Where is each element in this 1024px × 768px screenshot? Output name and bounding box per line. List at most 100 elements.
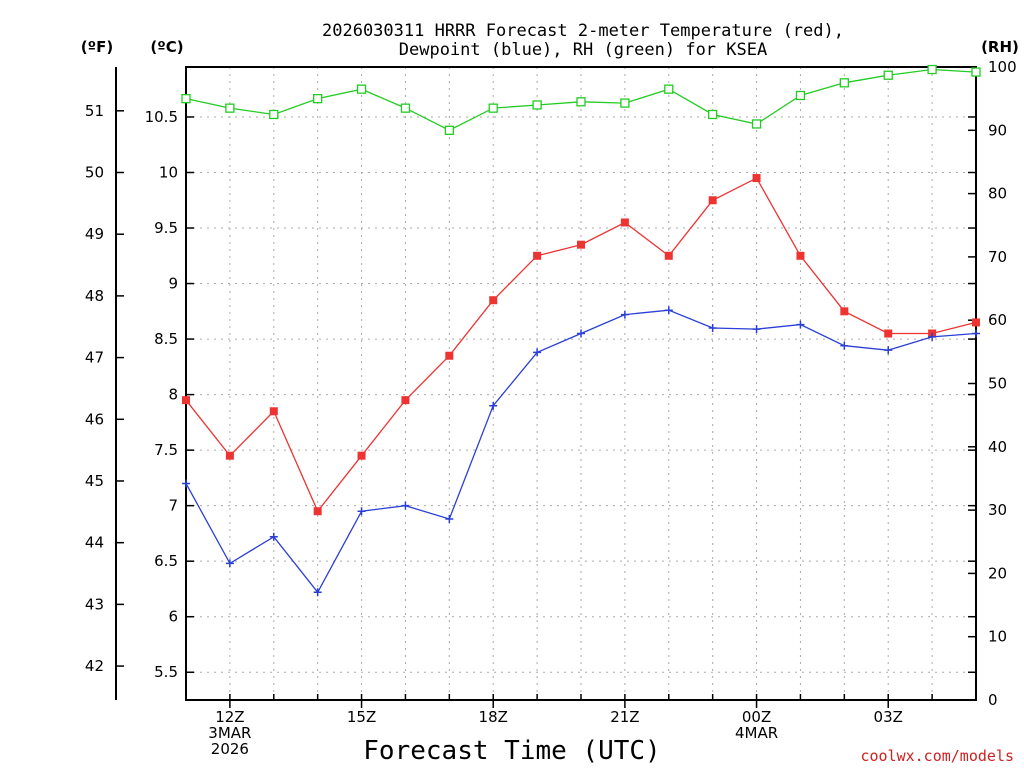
axes [115,66,977,708]
fahrenheit-tick-label: 50 [85,164,104,182]
temperature-point [225,451,234,460]
rh-tick-label: 90 [988,121,1007,139]
rh-point [444,125,454,135]
dewpoint-point [752,325,761,334]
rh-point [971,67,981,77]
dewpoint-point [401,501,410,510]
celsius-tick-label: 8.5 [154,330,178,348]
x-axis-title: Forecast Time (UTC) [363,736,660,766]
rh-point [795,90,806,101]
series-layer [181,64,981,597]
dewpoint-point [577,329,585,338]
fahrenheit-tick-label: 47 [85,349,104,367]
rh-point [532,100,542,110]
celsius-tick-label: 6.5 [154,552,178,570]
rh-tick-label: 0 [988,691,998,709]
dewpoint-point [620,310,629,319]
credit-text: coolwx.com/models [860,747,1014,765]
fahrenheit-unit-label: (ºF) [81,38,113,56]
rh-point [839,78,849,88]
rh-tick-label: 100 [988,58,1017,76]
rh-point [664,84,674,94]
chart-title-line-1: 2026030311 HRRR Forecast 2-meter Tempera… [322,21,844,41]
celsius-tick-label: 7 [168,497,178,515]
rh-point [883,70,893,80]
dewpoint-point [313,588,322,597]
dewpoint-point [840,341,849,350]
celsius-tick-label: 9.5 [154,219,178,237]
dewpoint-point [357,507,366,516]
temperature-point [796,251,805,260]
celsius-tick-label: 8 [168,386,178,404]
fahrenheit-tick-label: 46 [85,410,104,428]
rh-tick-label: 10 [988,628,1007,646]
dewpoint-line [185,309,977,594]
temperature-point [445,351,454,360]
temperature-point [269,407,278,416]
tick-labels: 5.5 6 6.5 7 7.5 8 8.5 9 9.5 10 10.5 42 43 44 45 46 47 48 4… [85,58,1017,758]
x-tick-label: 2026 [211,740,249,758]
chart-title-line-2: Dewpoint (blue), RH (green) for KSEA [399,40,767,60]
dewpoint-point [708,323,717,332]
fahrenheit-tick-label: 44 [85,534,104,552]
temperature-point [577,240,585,249]
temperature-point [972,318,980,327]
rh-point [488,103,498,113]
dewpoint-point [269,532,278,541]
celsius-tick-label: 10 [159,164,178,182]
celsius-unit-label: (ºC) [150,38,183,56]
celsius-tick-label: 7.5 [154,441,178,459]
fahrenheit-tick-label: 49 [85,225,104,243]
temperature-point [708,196,717,205]
dewpoint-point [489,401,498,410]
rh-point [269,109,279,120]
dewpoint-point [664,306,673,315]
temperature-point [840,307,849,316]
celsius-tick-label: 10.5 [145,108,178,126]
dewpoint-point [533,348,542,357]
temperature-point [182,396,190,405]
rh-tick-label: 40 [988,438,1007,456]
x-tick-label: 3MAR [208,724,251,742]
rh-unit-label: (RH) [981,38,1019,56]
rh-point [313,94,323,104]
fahrenheit-tick-label: 51 [85,102,104,120]
grid-lines [186,67,976,700]
rh-tick-label: 50 [988,375,1007,393]
temperature-point [664,251,673,260]
dewpoint-point [928,332,937,341]
fahrenheit-tick-label: 48 [85,287,104,305]
x-tick-label: 15Z [347,708,376,726]
x-tick-label: 00Z [742,708,771,726]
temperature-point [533,251,542,260]
rh-tick-label: 30 [988,501,1007,519]
rh-point [356,84,367,94]
dewpoint-point [225,559,234,568]
rh-tick-label: 80 [988,185,1007,203]
temperature-point [401,396,410,405]
temperature-point [620,218,629,227]
celsius-tick-label: 6 [168,608,178,626]
fahrenheit-tick-label: 42 [85,657,104,675]
dewpoint-point [796,320,805,329]
x-tick-label: 21Z [610,708,639,726]
rh-point [751,119,762,129]
temperature-point [884,329,893,338]
dewpoint-point [445,514,454,523]
x-tick-label: 03Z [874,708,903,726]
x-tick-label: 18Z [479,708,508,726]
rh-point [708,109,718,120]
rh-tick-label: 20 [988,564,1007,582]
rh-tick-label: 70 [988,248,1007,266]
celsius-tick-label: 5.5 [154,663,178,681]
rh-point [927,64,937,75]
rh-point [576,97,586,107]
rh-point [225,103,235,113]
dewpoint-point [182,479,190,488]
temperature-point [489,296,498,305]
x-tick-label: 4MAR [735,724,778,742]
rh-point [181,94,191,104]
temperature-point [752,174,761,183]
rh-point [620,98,630,108]
x-tick-label: 12Z [215,708,244,726]
